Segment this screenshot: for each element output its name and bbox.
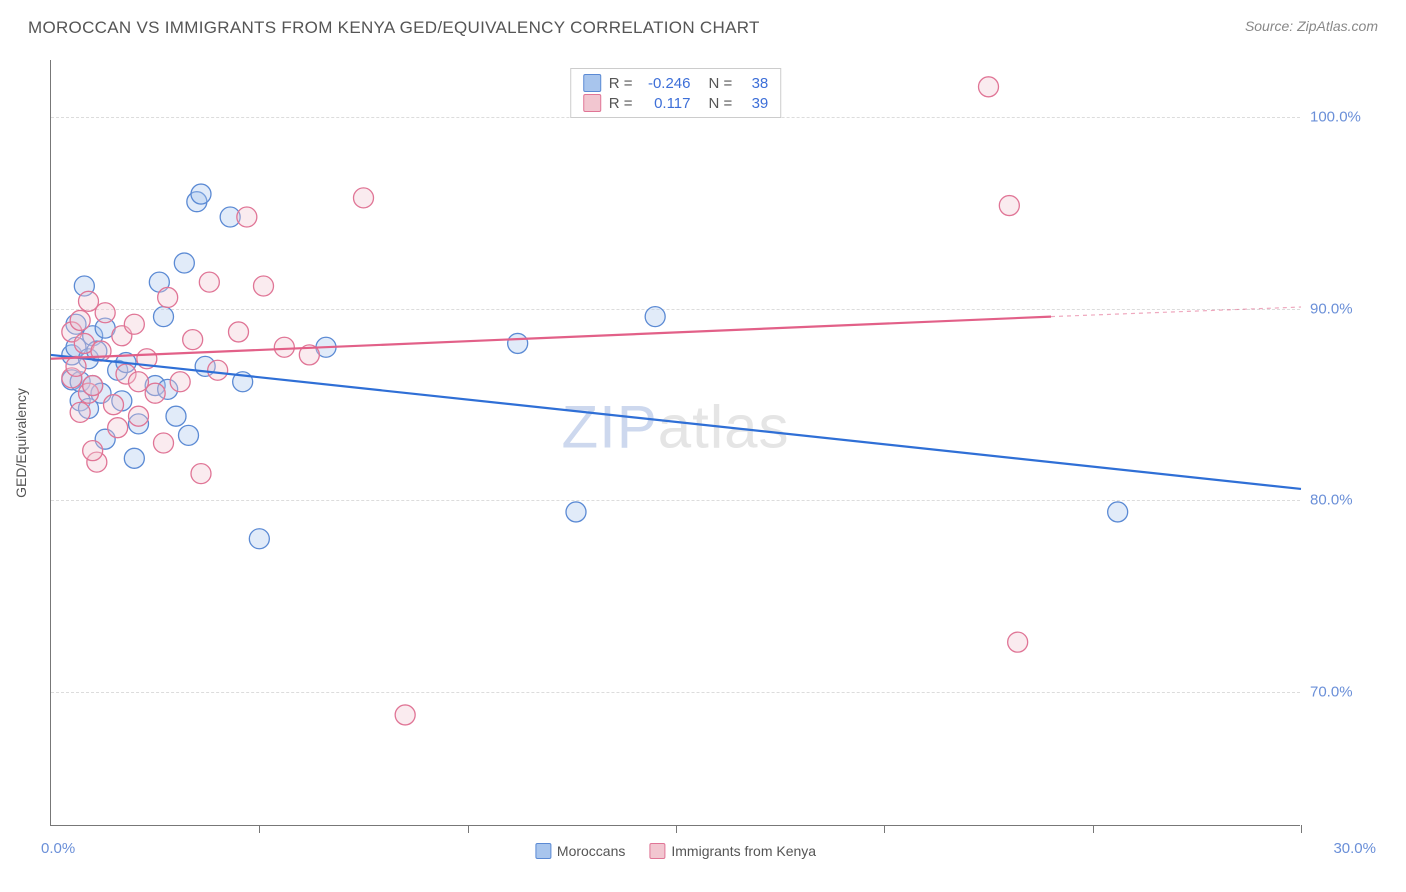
n-label: N = (709, 95, 733, 112)
x-tick (884, 825, 885, 833)
n-value: 38 (740, 75, 768, 92)
y-tick-label: 100.0% (1310, 109, 1370, 126)
data-point (191, 184, 211, 204)
data-point (179, 425, 199, 445)
stats-row: R = -0.246 N = 38 (583, 73, 769, 93)
trend-line (51, 355, 1301, 489)
bottom-legend: Moroccans Immigrants from Kenya (535, 843, 816, 859)
data-point (354, 188, 374, 208)
data-point (104, 395, 124, 415)
x-axis-min-label: 0.0% (41, 840, 75, 857)
source-attribution: Source: ZipAtlas.com (1245, 18, 1378, 34)
r-value: 0.117 (641, 95, 691, 112)
data-point (95, 303, 115, 323)
data-point (191, 464, 211, 484)
chart-title: MOROCCAN VS IMMIGRANTS FROM KENYA GED/EQ… (28, 18, 760, 38)
x-tick (259, 825, 260, 833)
legend-label: Moroccans (557, 843, 625, 859)
data-point (154, 307, 174, 327)
x-tick (468, 825, 469, 833)
data-point (1108, 502, 1128, 522)
data-point (154, 433, 174, 453)
n-value: 39 (740, 95, 768, 112)
trend-line-extrapolated (1051, 307, 1301, 317)
y-tick-label: 70.0% (1310, 683, 1370, 700)
x-tick (1093, 825, 1094, 833)
data-point (566, 502, 586, 522)
data-point (237, 207, 257, 227)
data-point (83, 376, 103, 396)
data-point (124, 448, 144, 468)
data-point (166, 406, 186, 426)
data-point (199, 272, 219, 292)
data-point (208, 360, 228, 380)
data-point (395, 705, 415, 725)
r-label: R = (609, 95, 633, 112)
x-axis-max-label: 30.0% (1333, 840, 1376, 857)
y-axis-label: GED/Equivalency (13, 388, 29, 498)
n-label: N = (709, 75, 733, 92)
stats-legend-box: R = -0.246 N = 38 R = 0.117 N = 39 (570, 68, 782, 118)
data-point (174, 253, 194, 273)
r-value: -0.246 (641, 75, 691, 92)
x-tick (676, 825, 677, 833)
legend-swatch (535, 843, 551, 859)
legend-swatch (649, 843, 665, 859)
y-tick-label: 90.0% (1310, 300, 1370, 317)
data-point (129, 372, 149, 392)
stats-row: R = 0.117 N = 39 (583, 93, 769, 113)
data-point (70, 310, 90, 330)
data-point (508, 333, 528, 353)
legend-item: Moroccans (535, 843, 625, 859)
data-point (70, 402, 90, 422)
data-point (79, 291, 99, 311)
legend-item: Immigrants from Kenya (649, 843, 816, 859)
data-point (229, 322, 249, 342)
data-point (254, 276, 274, 296)
data-point (83, 441, 103, 461)
data-point (274, 337, 294, 357)
data-point (145, 383, 165, 403)
y-tick-label: 80.0% (1310, 492, 1370, 509)
legend-swatch (583, 94, 601, 112)
plot-container: GED/Equivalency ZIPatlas 70.0%80.0%90.0%… (50, 60, 1300, 826)
data-point (1008, 632, 1028, 652)
data-point (124, 314, 144, 334)
legend-label: Immigrants from Kenya (671, 843, 816, 859)
x-tick (1301, 825, 1302, 833)
data-point (158, 287, 178, 307)
data-point (979, 77, 999, 97)
r-label: R = (609, 75, 633, 92)
data-point (129, 406, 149, 426)
data-point (170, 372, 190, 392)
data-point (999, 196, 1019, 216)
data-point (183, 330, 203, 350)
data-point (645, 307, 665, 327)
data-point (91, 341, 111, 361)
legend-swatch (583, 74, 601, 92)
plot-area: GED/Equivalency ZIPatlas 70.0%80.0%90.0%… (50, 60, 1300, 826)
data-point (108, 418, 128, 438)
scatter-svg (51, 60, 1301, 826)
data-point (249, 529, 269, 549)
